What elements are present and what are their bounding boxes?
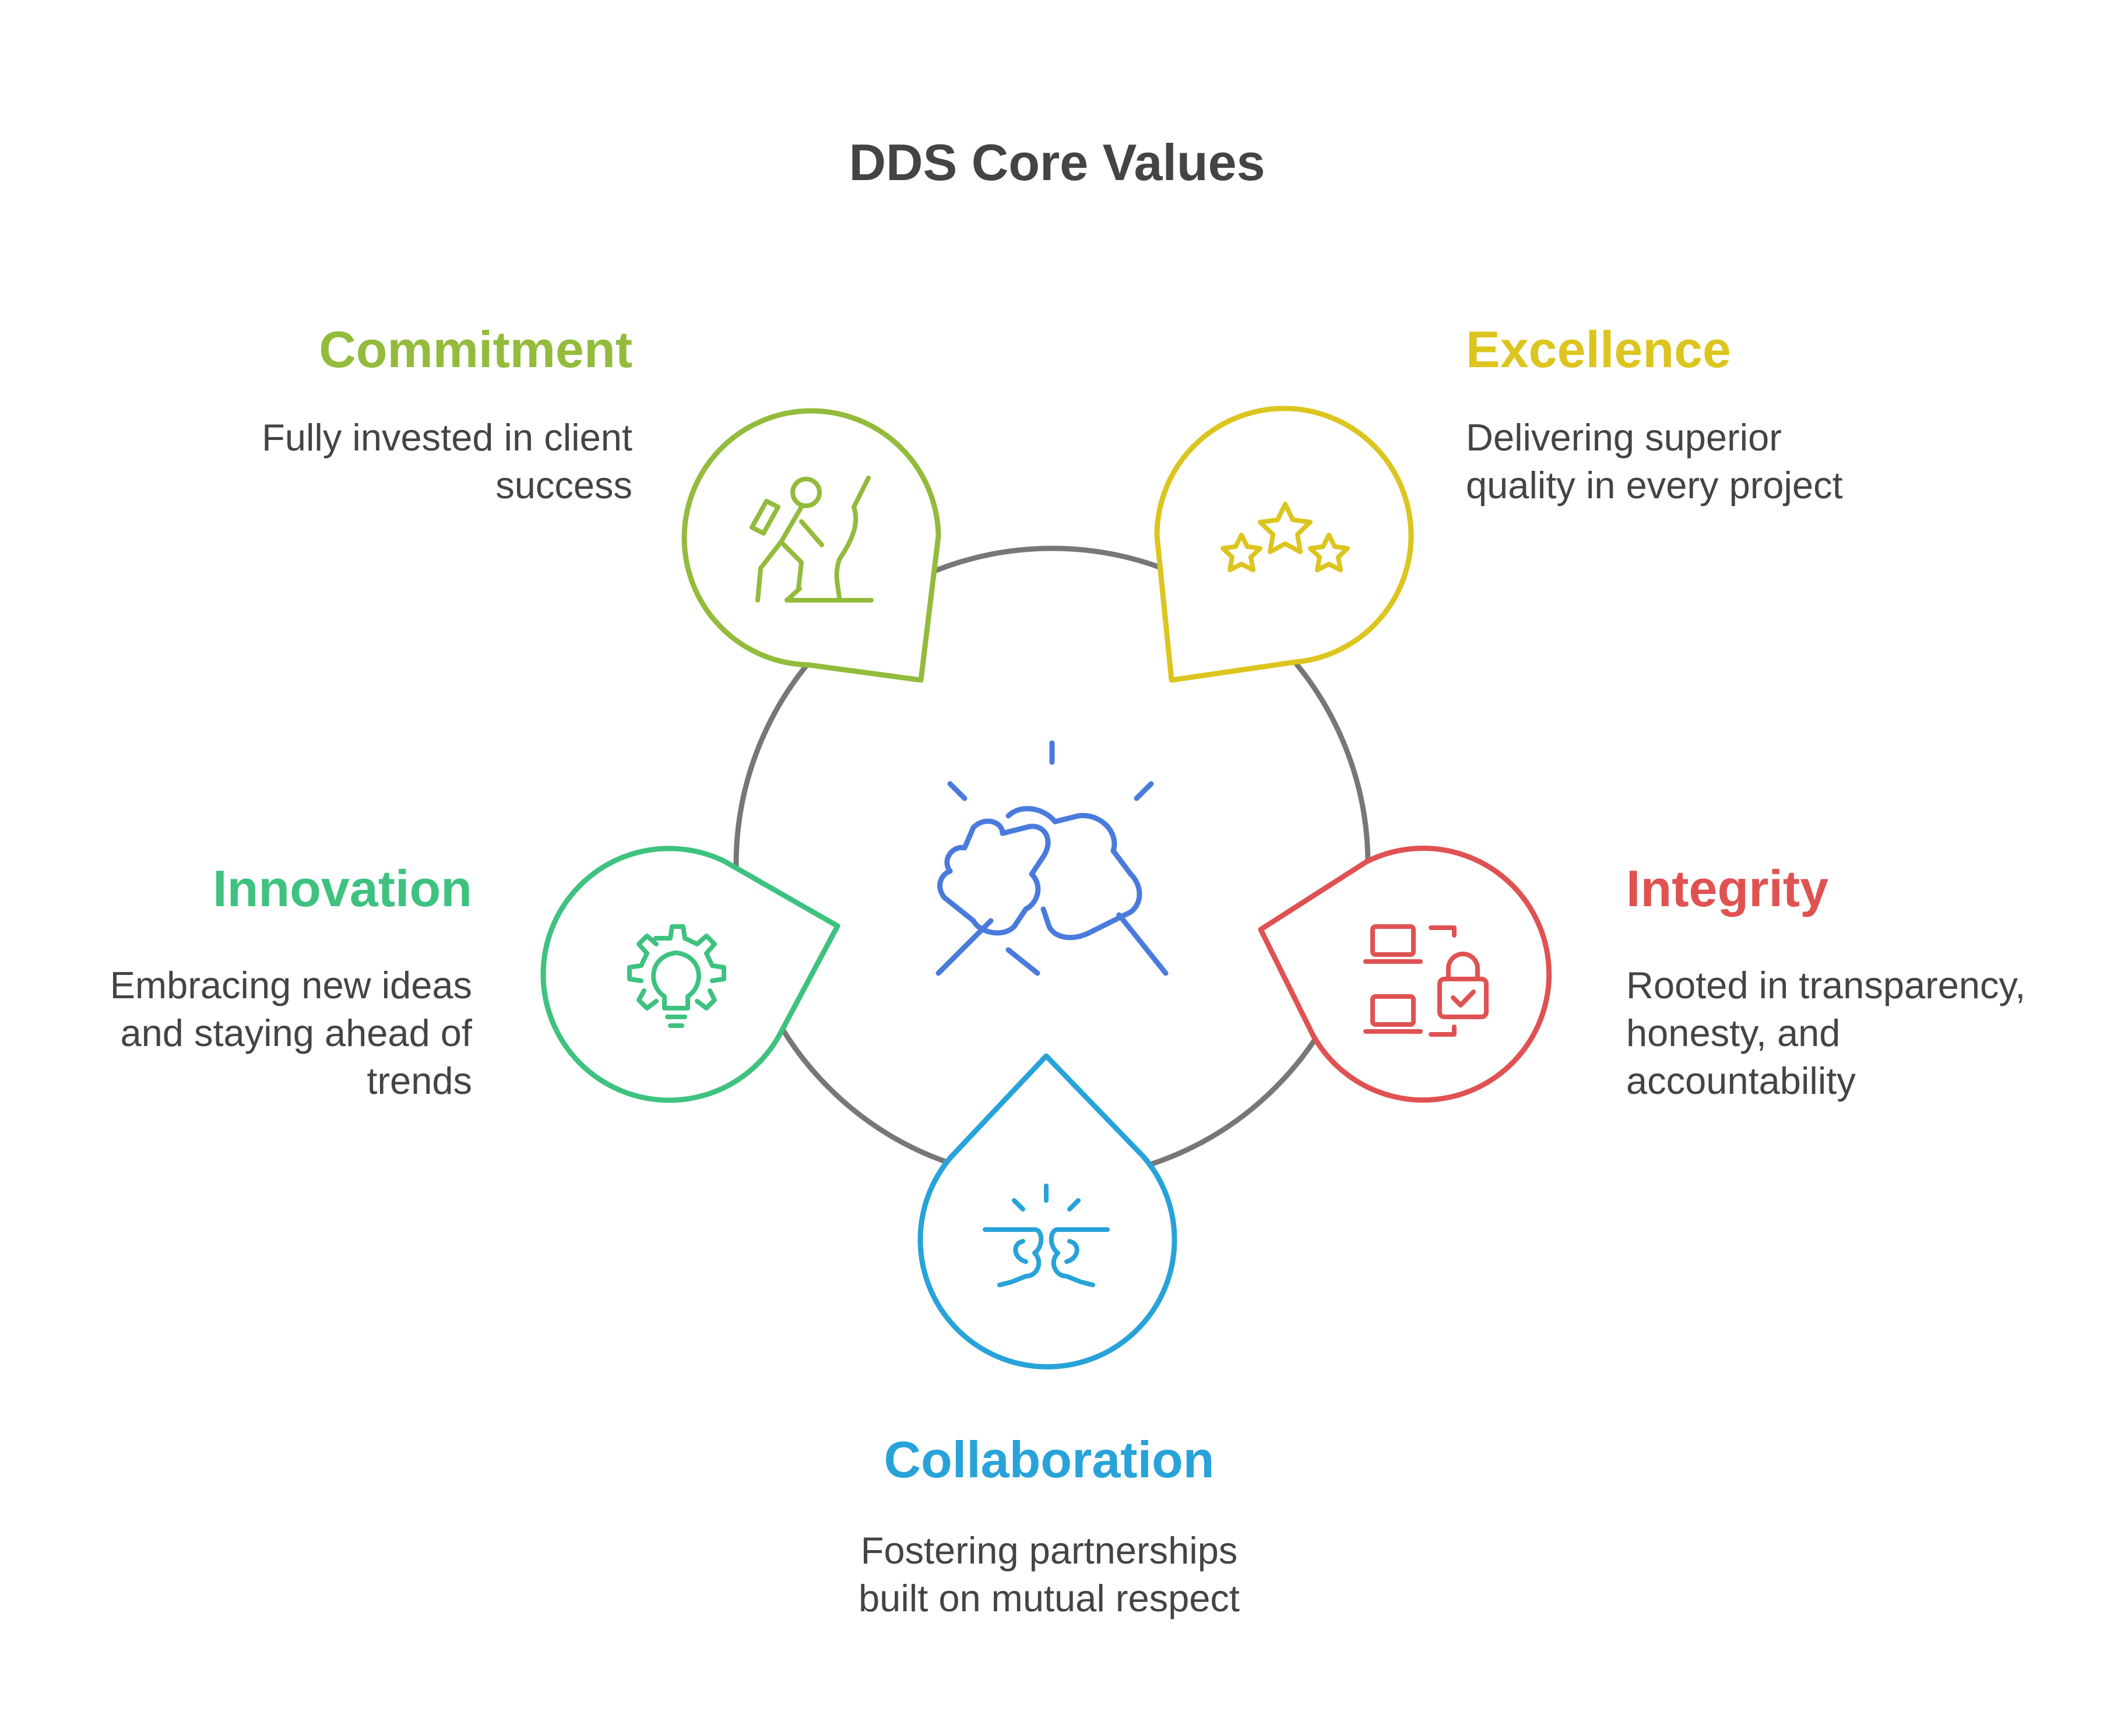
commitment-bubble [681,408,941,683]
excellence-description: Delivering superior quality in every pro… [1466,414,1990,509]
integrity-line: Rooted in transparency, [1626,964,2026,1006]
commitment-line: Fully invested in client [262,416,632,459]
integrity-heading: Integrity [1626,860,1829,917]
handshake-icon [935,740,1169,976]
commitment-line: success [495,464,632,506]
fist-bump-icon [983,1184,1110,1287]
innovation-line: and staying ahead of [120,1012,472,1054]
collaboration-description: Fostering partnerships built on mutual r… [787,1527,1311,1622]
lightbulb-gear-icon [627,924,726,1028]
excellence-line: Delivering superior [1466,416,1782,459]
integrity-line: accountability [1626,1059,1856,1102]
collaboration-line: built on mutual respect [859,1577,1240,1619]
commitment-heading: Commitment [319,321,632,378]
climber-icon [750,476,874,603]
page-title: DDS Core Values [849,133,1265,191]
excellence-line: quality in every project [1466,464,1843,506]
stars-icon [1220,502,1350,572]
excellence-heading: Excellence [1466,321,1731,378]
innovation-heading: Innovation [213,860,472,917]
integrity-line: honesty, and [1626,1012,1841,1054]
innovation-description: Embracing new ideas and staying ahead of… [64,962,472,1105]
collaboration-line: Fostering partnerships [860,1529,1238,1572]
innovation-line: Embracing new ideas [110,964,472,1006]
secure-devices-icon [1363,924,1489,1037]
commitment-description: Fully invested in client success [175,414,632,509]
collaboration-bubble [917,1053,1177,1369]
integrity-description: Rooted in transparency, honesty, and acc… [1626,962,2104,1105]
collaboration-heading: Collaboration [884,1431,1215,1488]
innovation-line: trends [367,1059,472,1102]
integrity-bubble [1258,846,1552,1103]
innovation-bubble [540,846,840,1103]
